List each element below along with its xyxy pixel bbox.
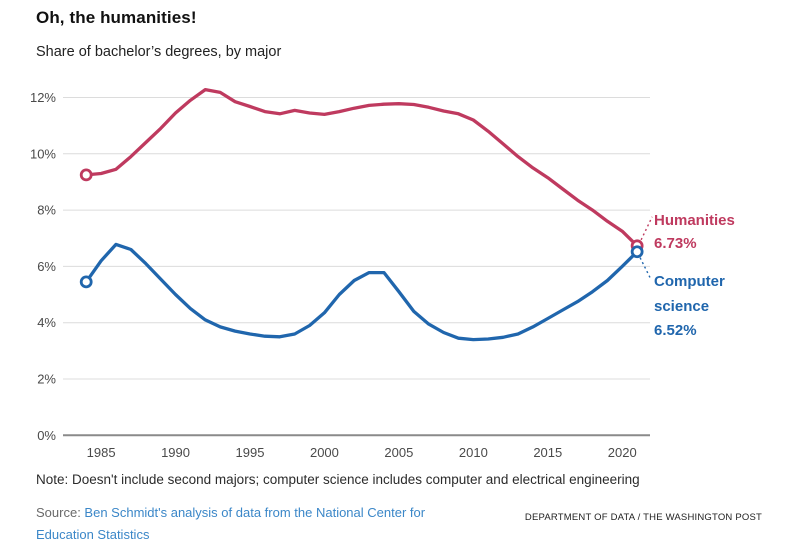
x-tick-label-1995: 1995 xyxy=(236,445,265,460)
page-title: Oh, the humanities! xyxy=(36,8,197,27)
humanities-series-label: Humanities xyxy=(654,212,735,229)
computer-science-leader-line xyxy=(639,257,651,279)
x-tick-label-1990: 1990 xyxy=(161,445,190,460)
computer-science-end-dot xyxy=(630,245,644,259)
y-tick-label-2%: 2% xyxy=(37,371,56,386)
source-prefix: Source: xyxy=(36,505,85,520)
x-tick-label-2000: 2000 xyxy=(310,445,339,460)
chart-subtitle: Share of bachelor’s degrees, by major xyxy=(36,44,282,60)
humanities-line xyxy=(84,87,639,248)
computer-science-end-value: 6.52% xyxy=(654,322,697,339)
computer-science-series-label: Computer science xyxy=(654,273,725,315)
x-tick-label-2020: 2020 xyxy=(608,445,637,460)
y-tick-label-4%: 4% xyxy=(37,315,56,330)
y-tick-label-6%: 6% xyxy=(37,259,56,274)
credit-line: DEPARTMENT OF DATA / THE WASHINGTON POST xyxy=(524,512,762,523)
note-text: Note: Doesn't include second majors; com… xyxy=(36,472,640,487)
x-tick-label-2010: 2010 xyxy=(459,445,488,460)
y-tick-label-10%: 10% xyxy=(30,146,56,161)
y-tick-label-8%: 8% xyxy=(37,203,56,218)
computer-science-line xyxy=(84,242,639,342)
source-link[interactable]: Ben Schmidt's analysis of data from the … xyxy=(36,505,426,542)
y-tick-label-0%: 0% xyxy=(37,428,56,443)
x-tick-label-1985: 1985 xyxy=(87,445,116,460)
source-line: Source: Ben Schmidt's analysis of data f… xyxy=(36,502,486,546)
x-tick-label-2015: 2015 xyxy=(533,445,562,460)
humanities-start-dot xyxy=(79,168,93,182)
computer-science-start-dot xyxy=(79,275,93,289)
y-tick-label-12%: 12% xyxy=(30,90,56,105)
x-tick-label-2005: 2005 xyxy=(384,445,413,460)
humanities-end-value: 6.73% xyxy=(654,235,697,252)
humanities-leader-line xyxy=(640,216,653,241)
